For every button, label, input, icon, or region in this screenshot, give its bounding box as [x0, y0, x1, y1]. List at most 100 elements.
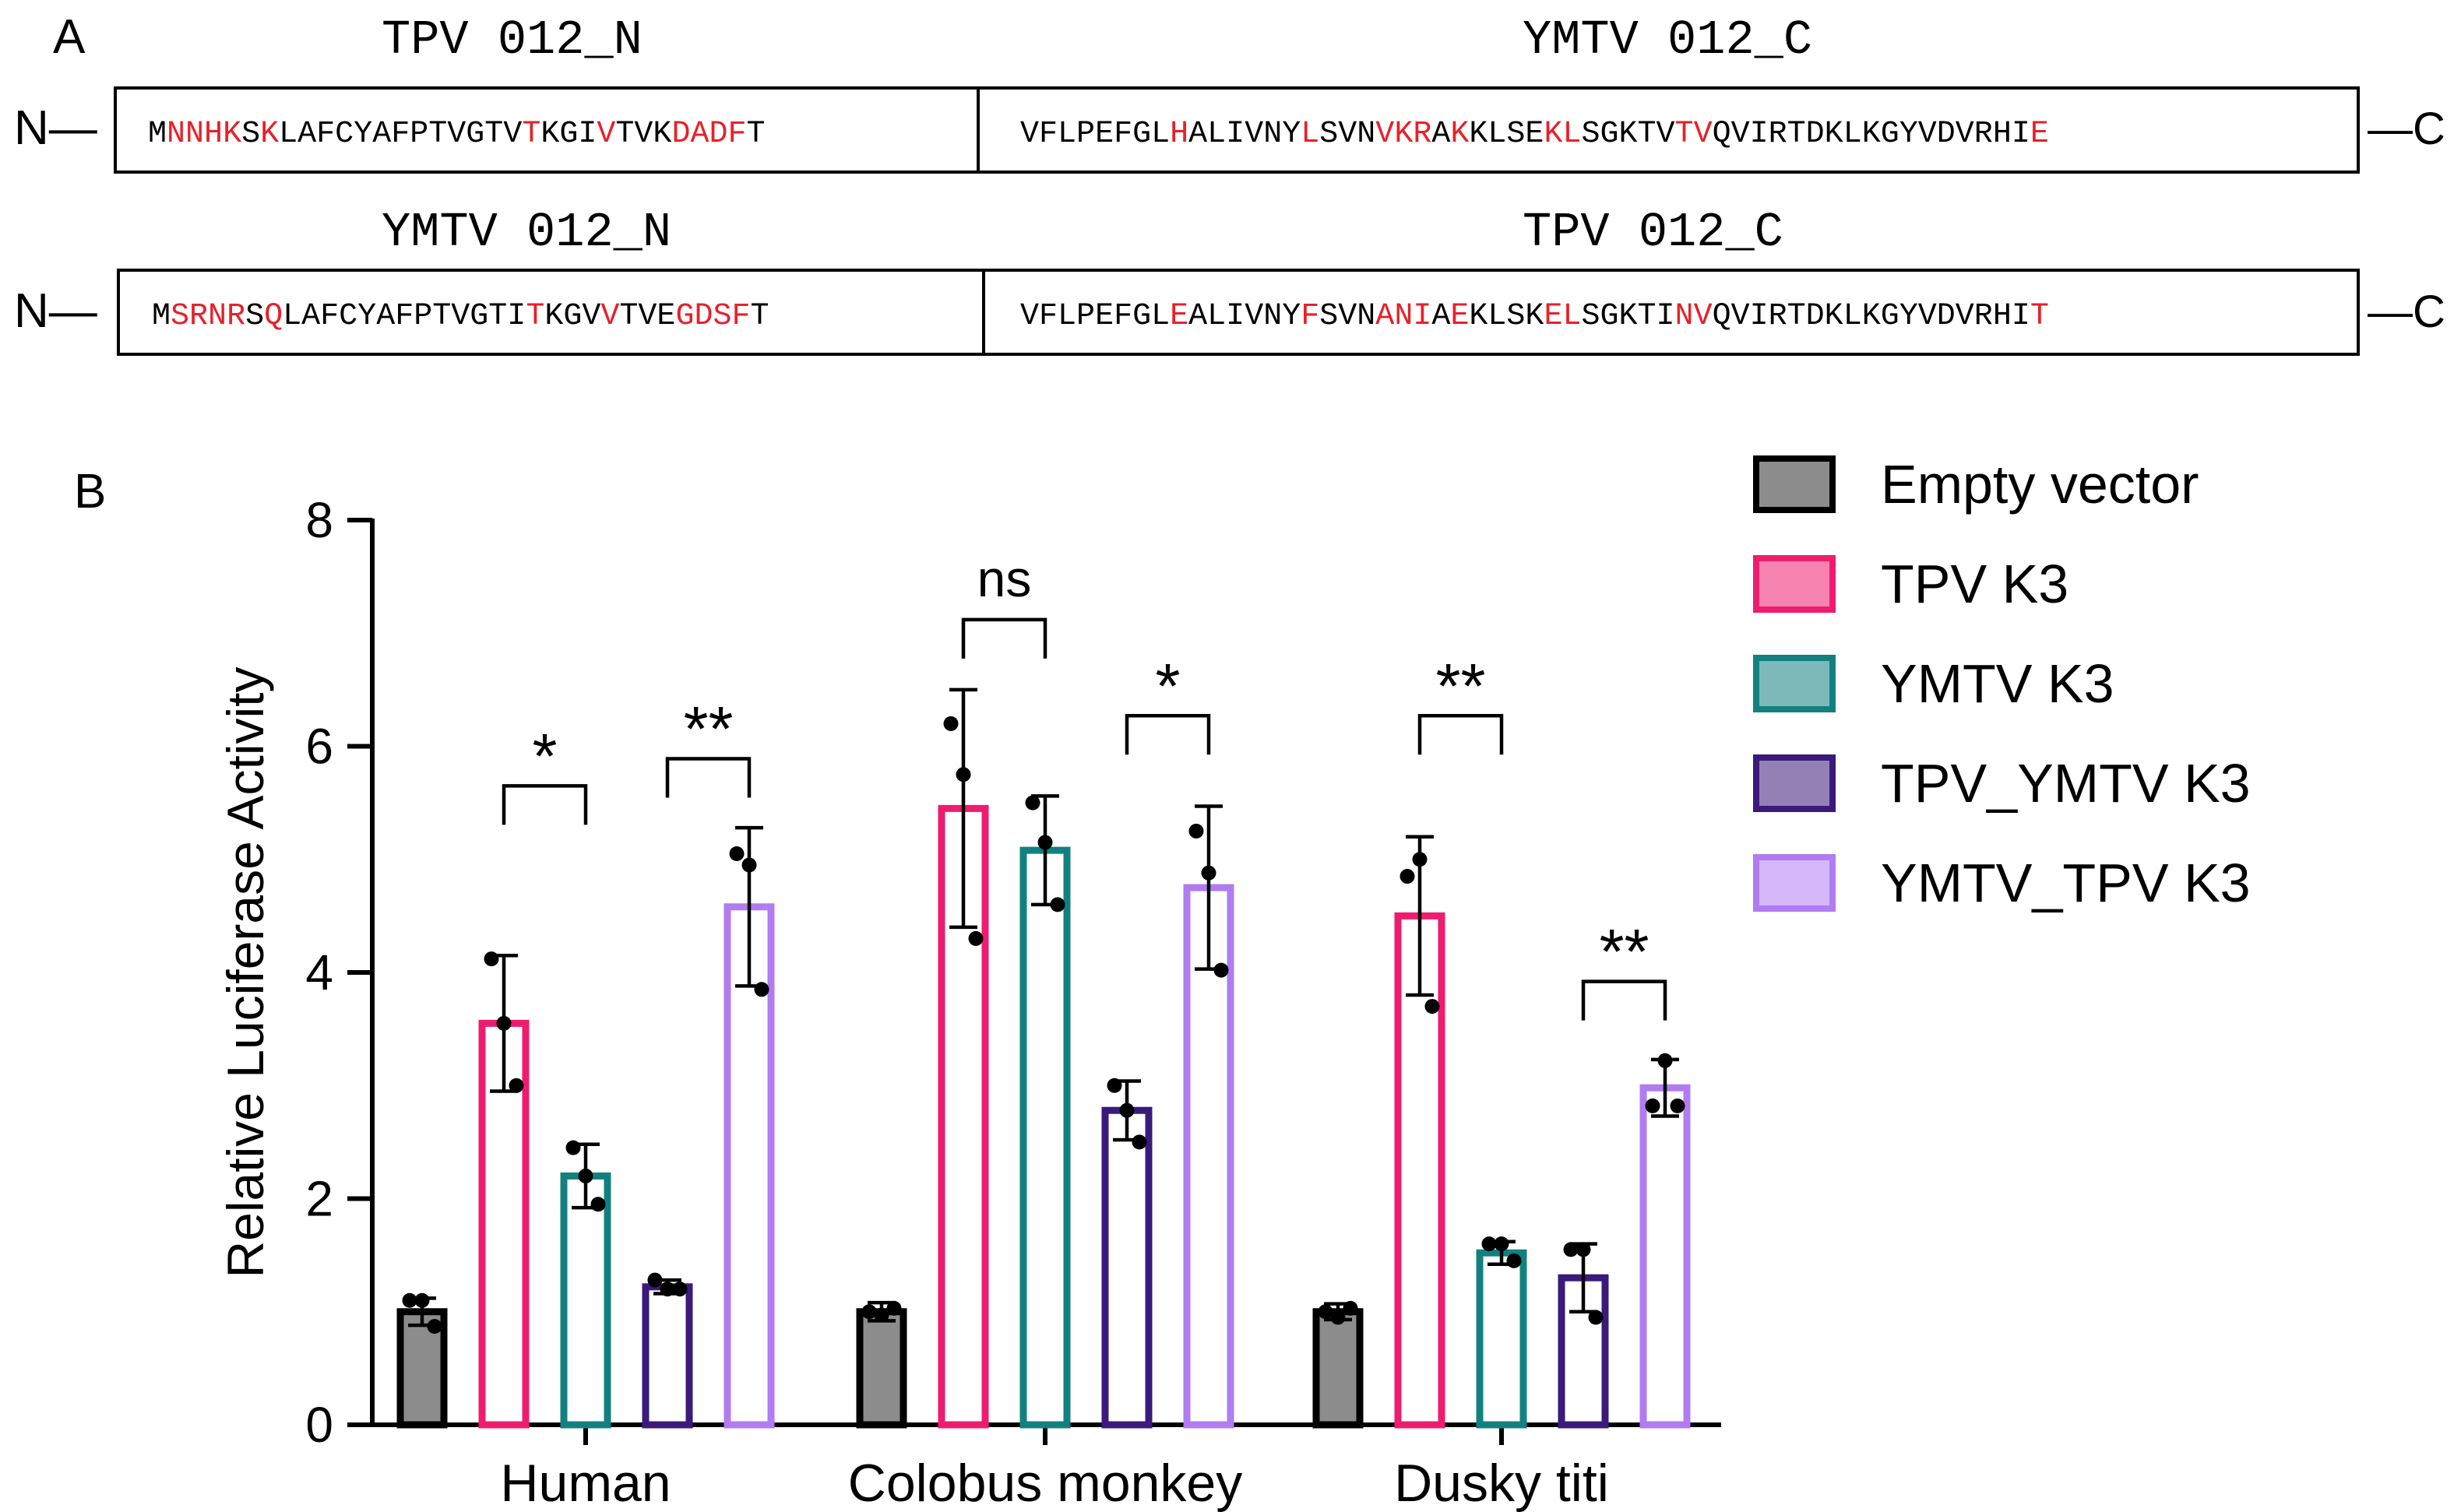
bar — [642, 1283, 693, 1429]
sequence-residue: T — [619, 299, 638, 334]
data-point — [1343, 1300, 1358, 1316]
legend-label: Empty vector — [1881, 454, 2199, 515]
sequence-residue: Q — [264, 299, 283, 334]
data-point — [1107, 1078, 1122, 1093]
sequence-residue: V — [1918, 299, 1937, 334]
sequence-residue: L — [1207, 117, 1226, 152]
sequence-residue: L — [1562, 117, 1581, 152]
sequence-residue: L — [1562, 299, 1581, 334]
sequence-residue: Y — [1899, 299, 1918, 334]
sequence-residue: A — [298, 117, 316, 152]
sequence-residue: L — [279, 117, 298, 152]
sequence-residue: N — [208, 299, 227, 334]
sequence-residue: K — [223, 117, 241, 152]
significance-label: * — [533, 721, 558, 792]
y-tick-label: 8 — [305, 492, 333, 548]
significance-label: ** — [684, 694, 734, 765]
data-point — [578, 1168, 593, 1183]
sequence-residue: D — [709, 117, 727, 152]
bar — [560, 1172, 611, 1429]
sequence-residue: A — [690, 117, 709, 152]
sequence-residue: K — [653, 117, 671, 152]
data-point — [1050, 897, 1065, 912]
sequence-residue: G — [559, 117, 578, 152]
significance-label: ** — [1600, 917, 1649, 988]
data-point — [729, 846, 745, 861]
data-point — [402, 1292, 417, 1308]
data-point — [1318, 1304, 1333, 1320]
sequence-residue: N — [1675, 299, 1694, 334]
data-point — [956, 767, 971, 782]
sequence-residue: F — [391, 117, 410, 152]
sequence-residue: K — [1619, 299, 1638, 334]
data-point — [1563, 1242, 1579, 1257]
panel-a-label: A — [53, 10, 86, 64]
data-point — [886, 1300, 902, 1316]
significance-bracket — [1125, 714, 1211, 755]
bar — [1312, 1308, 1364, 1429]
sequence-residue: D — [1806, 117, 1825, 152]
sequence-residue: V — [1731, 117, 1750, 152]
sequence-residue: I — [2012, 299, 2030, 334]
sequence-residue: G — [1600, 299, 1618, 334]
construct-row-2: YMTV 012_N TPV 012_C N— —C MSRNRSQLAFCYA… — [14, 205, 2445, 356]
sequence-residue: E — [1450, 299, 1469, 334]
y-axis-label: Relative Luciferase Activity — [217, 666, 274, 1278]
y-tick-label: 4 — [305, 944, 333, 1000]
sequence-residue: V — [1918, 117, 1937, 152]
sequence-residue: K — [1619, 117, 1638, 152]
sequence-residue: E — [2030, 117, 2049, 152]
sequence-residue: I — [1413, 299, 1431, 334]
sequence-residue: E — [1170, 299, 1188, 334]
sequence-residue: D — [1937, 117, 1956, 152]
data-point — [1657, 1053, 1673, 1068]
sequence-residue: T — [747, 117, 766, 152]
sequence-residue: Y — [354, 117, 372, 152]
sequence-residue: S — [713, 299, 731, 334]
y-tick-label: 2 — [305, 1171, 333, 1227]
sequence-residue: R — [1974, 299, 1993, 334]
legend-swatch — [1753, 854, 1836, 912]
sequence-residue: A — [376, 299, 395, 334]
sequence-residue: T — [2030, 299, 2049, 334]
sequence-residue: L — [1843, 117, 1862, 152]
data-point — [1188, 823, 1204, 839]
data-point — [1645, 1098, 1660, 1113]
sequence-residue: K — [1525, 299, 1544, 334]
sequence-residue: S — [1506, 299, 1525, 334]
data-point — [672, 1282, 688, 1297]
sequence-residue: S — [1319, 117, 1338, 152]
legend-label: YMTV_TPV K3 — [1881, 853, 2251, 913]
data-point — [754, 982, 769, 997]
sequence-residue: V — [582, 299, 600, 334]
sequence-residue: T — [751, 299, 769, 334]
legend-swatch — [1753, 555, 1836, 613]
sequence-residue: P — [1076, 299, 1095, 334]
bar — [1558, 1274, 1609, 1429]
bar — [1639, 1084, 1691, 1429]
sequence-residue: A — [372, 117, 391, 152]
sequence-residue: V — [1375, 117, 1394, 152]
sequence-residue: F — [731, 299, 750, 334]
data-point — [1213, 962, 1229, 978]
significance-bracket — [502, 784, 588, 825]
category-label: Human — [500, 1454, 671, 1512]
significance-label: ns — [977, 550, 1032, 607]
bar — [1476, 1249, 1527, 1429]
data-point — [741, 857, 757, 873]
sequence-residue: T — [484, 117, 503, 152]
sequence-residue: F — [320, 299, 339, 334]
construct-1-n-half-sequence: MNNHKSKLAFCYAFPTVGTVTKGIVTVKDADFT — [148, 117, 766, 152]
sequence-residue: T — [1787, 117, 1806, 152]
sequence-residue: R — [1413, 117, 1431, 152]
sequence-residue: E — [1544, 299, 1562, 334]
sequence-residue: F — [1039, 299, 1058, 334]
sequence-residue: R — [189, 299, 208, 334]
sequence-residue: R — [227, 299, 245, 334]
y-tick-label: 6 — [305, 719, 333, 775]
sequence-residue: G — [563, 299, 582, 334]
sequence-residue: E — [1095, 117, 1114, 152]
sequence-residue: L — [1843, 299, 1862, 334]
sequence-residue: T — [526, 299, 544, 334]
data-point — [1506, 1253, 1522, 1268]
